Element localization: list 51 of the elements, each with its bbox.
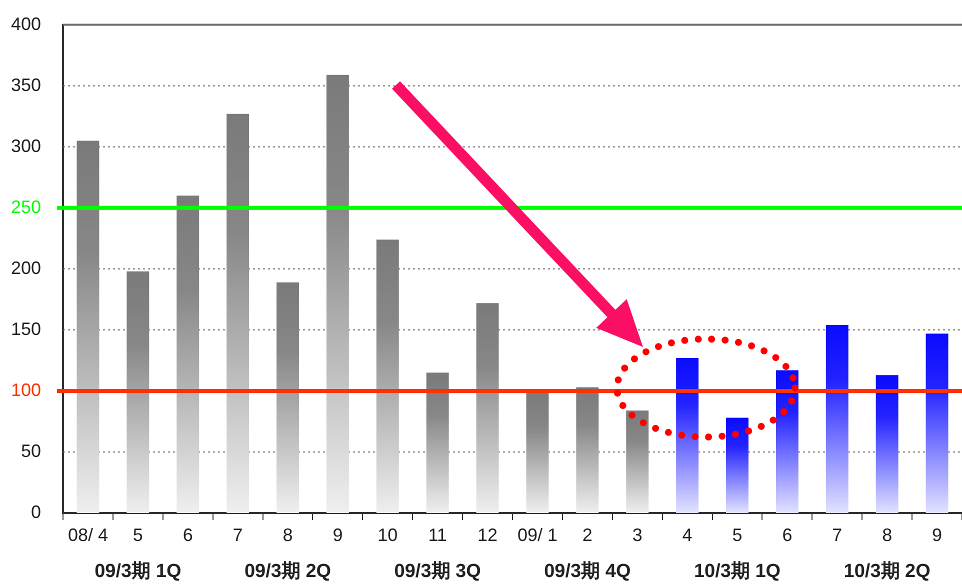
x-tick-label: 5 bbox=[132, 524, 143, 545]
y-tick-label: 100 bbox=[10, 380, 41, 400]
x-tick-label: 6 bbox=[782, 524, 792, 545]
text: 09/3期 1Q bbox=[94, 561, 182, 582]
y-tick-label: 150 bbox=[10, 318, 41, 339]
bar bbox=[476, 303, 499, 513]
y-tick-label: 250 bbox=[10, 196, 41, 217]
bar bbox=[676, 358, 699, 513]
x-tick-label: 9 bbox=[332, 524, 343, 545]
bar bbox=[76, 140, 100, 513]
bar bbox=[376, 240, 399, 513]
bar bbox=[576, 387, 599, 513]
text: 10/3期 2Q bbox=[844, 561, 930, 582]
y-tick-label: 0 bbox=[30, 502, 41, 522]
bar bbox=[726, 418, 748, 513]
bar bbox=[826, 325, 848, 513]
bar bbox=[776, 370, 798, 513]
bar bbox=[426, 372, 449, 513]
bar bbox=[276, 282, 299, 513]
x-tick-label: 5 bbox=[732, 524, 742, 545]
y-tick-label: 200 bbox=[10, 258, 41, 278]
bar bbox=[626, 410, 649, 513]
x-tick-label: 11 bbox=[428, 524, 447, 545]
x-tick-label: 9 bbox=[932, 524, 942, 545]
bar bbox=[176, 196, 200, 513]
bar bbox=[926, 334, 948, 513]
bar bbox=[876, 375, 898, 513]
x-tick-label: 12 bbox=[478, 524, 498, 545]
x-tick-label: 08/ 4 bbox=[68, 524, 108, 545]
y-tick-label: 300 bbox=[10, 136, 41, 156]
text: 09/3期 3Q bbox=[394, 561, 481, 582]
text: 10/3期 1Q bbox=[694, 561, 781, 582]
bar bbox=[326, 74, 349, 513]
x-tick-label: 8 bbox=[282, 524, 293, 545]
y-tick-label: 400 bbox=[10, 14, 41, 34]
bar bbox=[126, 271, 150, 513]
bar bbox=[226, 114, 250, 513]
x-tick-label: 7 bbox=[832, 524, 842, 545]
x-tick-label: 4 bbox=[682, 524, 692, 545]
y-tick-label: 350 bbox=[10, 74, 41, 95]
x-tick-label: 7 bbox=[232, 524, 243, 545]
x-tick-label: 3 bbox=[632, 524, 642, 545]
x-tick-label: 10 bbox=[378, 524, 398, 545]
text: 09/3期 4Q bbox=[544, 561, 631, 582]
x-tick-label: 8 bbox=[882, 524, 892, 545]
x-tick-label: 09/ 1 bbox=[517, 524, 558, 545]
x-tick-label: 6 bbox=[182, 524, 193, 545]
bar bbox=[526, 392, 549, 513]
y-tick-label: 50 bbox=[20, 440, 41, 461]
text: 09/3期 2Q bbox=[244, 561, 332, 582]
x-tick-label: 2 bbox=[582, 524, 592, 545]
